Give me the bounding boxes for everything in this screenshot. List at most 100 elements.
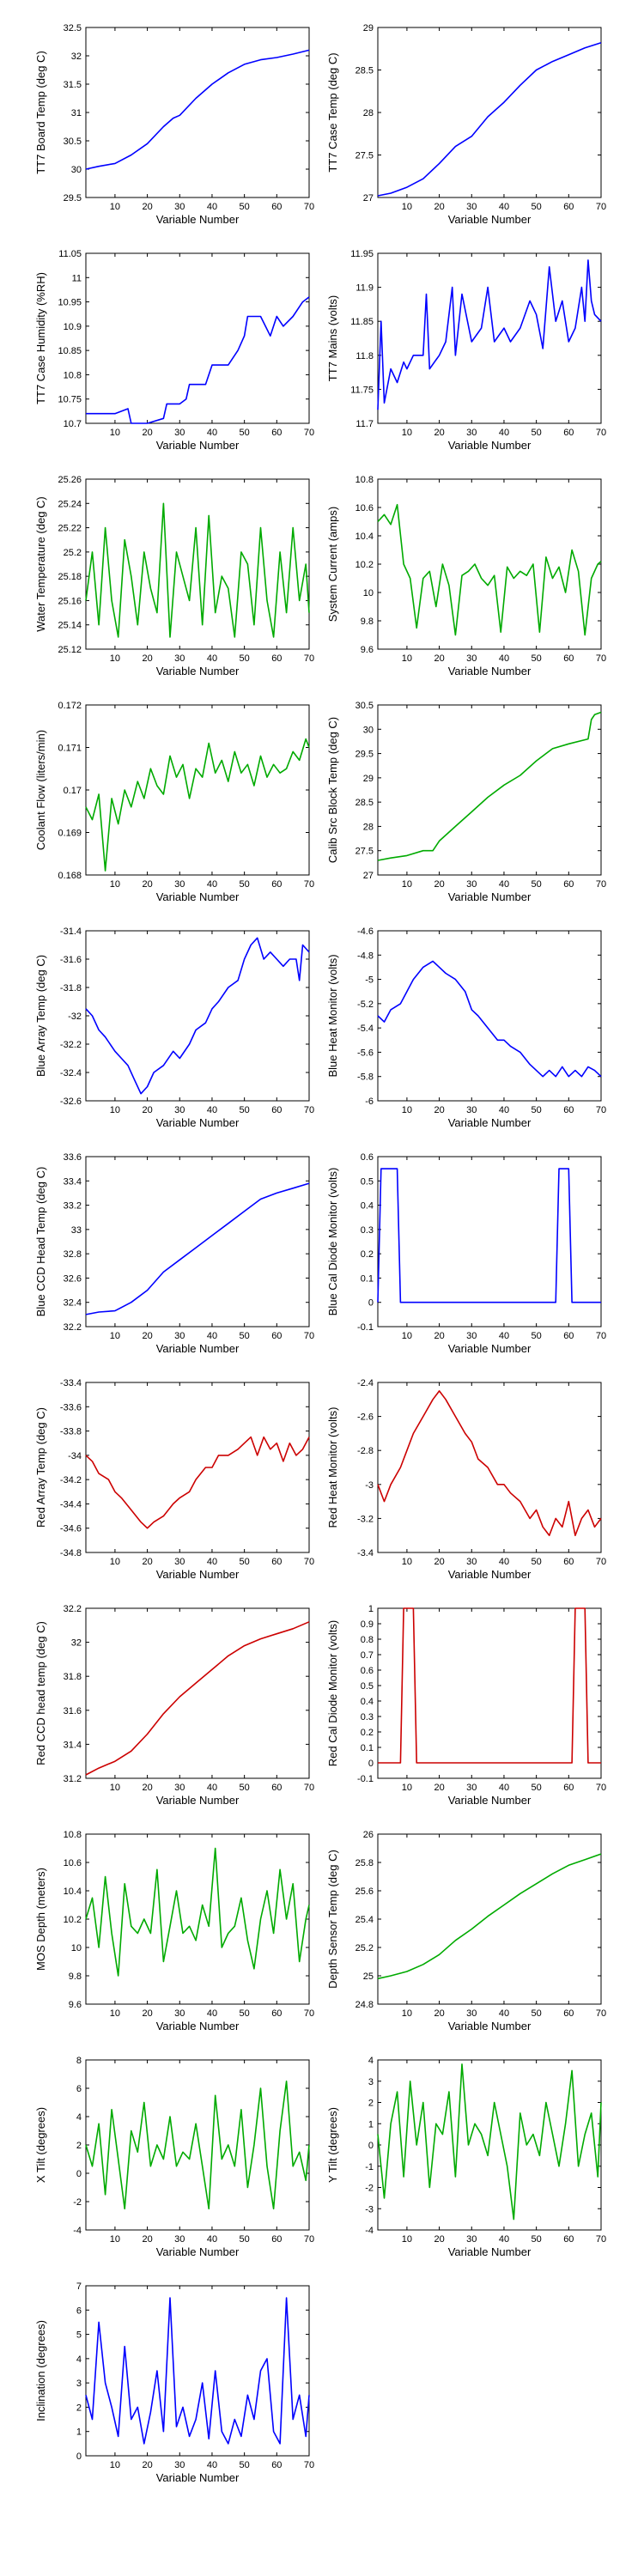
plot-frame	[377, 704, 602, 876]
x-axis-label: Variable Number	[156, 2020, 240, 2032]
y-tick-label: 29.5	[64, 193, 82, 204]
y-tick-label: -34.4	[60, 1499, 82, 1510]
y-tick-label: 32.4	[64, 1298, 82, 1309]
x-tick-label: 40	[207, 1105, 217, 1115]
x-tick-label: 20	[142, 1331, 152, 1341]
y-tick-label: 0	[76, 2451, 82, 2462]
y-tick-label: 0.8	[361, 1635, 374, 1645]
plot-frame	[377, 1607, 602, 1779]
x-tick-label: 20	[142, 2234, 152, 2245]
x-tick-label: 30	[174, 2460, 185, 2470]
x-axis-label: Variable Number	[156, 665, 240, 677]
x-tick-label: 70	[304, 202, 314, 212]
x-tick-label: 10	[402, 428, 412, 438]
x-tick-label: 70	[596, 2008, 606, 2019]
y-tick-label: 3	[368, 2077, 374, 2087]
y-tick-label: 33	[71, 1225, 82, 1236]
y-tick-label: 31.2	[64, 1774, 82, 1784]
x-tick-label: 10	[402, 1105, 412, 1115]
x-tick-label: 60	[271, 2234, 282, 2245]
y-tick-label: 9.8	[361, 617, 374, 627]
x-tick-label: 40	[499, 2008, 509, 2019]
y-tick-label: -4.6	[357, 927, 374, 937]
y-tick-label: -32.6	[60, 1097, 82, 1107]
plot-frame	[85, 27, 310, 198]
x-tick-label: 10	[110, 1105, 120, 1115]
y-tick-label: -3.4	[357, 1548, 374, 1558]
x-tick-label: 10	[402, 1557, 412, 1567]
y-tick-label: 32.6	[64, 1273, 82, 1284]
x-tick-label: 70	[596, 428, 606, 438]
x-tick-label: 60	[563, 1331, 574, 1341]
x-tick-label: 30	[174, 202, 185, 212]
y-tick-label: 27	[363, 193, 374, 204]
x-tick-label: 60	[271, 879, 282, 890]
plot-frame	[85, 704, 310, 876]
y-tick-label: 10.4	[355, 532, 374, 542]
chart-panel-7: 10 20 30 40 50 60 70 0.168 0.169 0.17 0.171 0.172 Va…	[34, 701, 314, 903]
y-tick-label: -34.2	[60, 1475, 82, 1485]
x-tick-label: 60	[563, 202, 574, 212]
y-tick-label: 0.3	[361, 1712, 374, 1722]
chart-panel-14: 10 20 30 40 50 60 70 -3.4 -3.2 -3 -2.8 -2.6 -2.4 Vari…	[326, 1378, 606, 1581]
y-tick-label: 4	[76, 2112, 82, 2123]
x-tick-label: 40	[207, 2234, 217, 2245]
y-tick-label: 0	[368, 2141, 374, 2151]
y-tick-label: 30.5	[64, 137, 82, 147]
y-axis-label: Depth Sensor Temp (deg C)	[326, 1850, 339, 1989]
y-tick-label: 25.26	[58, 475, 82, 485]
chart-panel-1: 10 20 30 40 50 60 70 29.5 30 30.5 31 31.5 32 32.5 Vari…	[34, 23, 314, 226]
y-tick-label: 32	[71, 52, 82, 62]
y-tick-label: 30	[71, 165, 82, 175]
y-tick-label: 10	[363, 588, 374, 598]
y-tick-label: 10.6	[64, 1858, 82, 1868]
x-tick-label: 60	[563, 1783, 574, 1793]
y-tick-label: -32.4	[60, 1068, 82, 1078]
y-tick-label: -3	[365, 2204, 374, 2215]
x-axis-label: Variable Number	[448, 1116, 532, 1129]
y-axis-label: TT7 Board Temp (deg C)	[34, 51, 47, 174]
x-tick-label: 20	[142, 2460, 152, 2470]
y-tick-label: 11.85	[350, 317, 374, 327]
x-tick-label: 70	[596, 653, 606, 664]
y-tick-label: 25.16	[58, 596, 82, 606]
y-tick-label: -33.6	[60, 1402, 82, 1413]
y-tick-label: 10.95	[58, 298, 82, 308]
y-tick-label: 10.9	[64, 322, 82, 332]
series-line-1	[377, 1390, 602, 1536]
x-tick-label: 30	[466, 653, 477, 664]
x-tick-label: 40	[499, 879, 509, 890]
x-tick-label: 10	[110, 1783, 120, 1793]
x-tick-label: 70	[304, 1783, 314, 1793]
y-tick-label: -2.6	[357, 1413, 374, 1423]
x-axis-label: Variable Number	[156, 2471, 240, 2484]
chart-panel-13: 10 20 30 40 50 60 70 -34.8 -34.6 -34.4 -34.2 -34 -33…	[34, 1378, 314, 1581]
y-tick-label: -2	[365, 2184, 374, 2194]
x-tick-label: 10	[110, 879, 120, 890]
series-line-1	[377, 1168, 601, 1303]
plot-frame	[85, 2059, 310, 2231]
x-tick-label: 20	[434, 202, 444, 212]
chart-panel-5: 10 20 30 40 50 60 70 25.12 25.14 25.16 25.18 25.2 25…	[34, 475, 314, 677]
x-tick-label: 70	[596, 1331, 606, 1341]
y-axis-label: TT7 Case Humidity (%RH)	[34, 272, 47, 404]
x-axis-label: Variable Number	[448, 213, 532, 226]
x-tick-label: 60	[563, 2008, 574, 2019]
y-tick-label: 1	[76, 2427, 82, 2438]
chart-panel-6: 10 20 30 40 50 60 70 9.6 9.8 10 10.2 10.4 10.6 10.8 Va…	[326, 475, 606, 677]
chart-panel-16: 10 20 30 40 50 60 70 -0.1 0 0.1 0.2 0.3 0.4 0.5 0.6 0.7…	[326, 1604, 606, 1807]
y-tick-label: 27.5	[355, 151, 374, 161]
x-tick-label: 20	[142, 2008, 152, 2019]
y-tick-label: 0	[368, 1298, 374, 1309]
y-tick-label: 11.8	[355, 351, 374, 361]
x-tick-label: 10	[110, 1557, 120, 1567]
y-tick-label: 11.05	[58, 249, 82, 259]
y-tick-label: 32.2	[64, 1322, 82, 1333]
x-tick-label: 30	[466, 2234, 477, 2245]
y-tick-label: 30	[363, 725, 374, 735]
x-tick-label: 10	[110, 653, 120, 664]
chart-panel-3: 10 20 30 40 50 60 70 10.7 10.75 10.8 10.85 10.9 10.9…	[34, 249, 314, 452]
y-tick-label: -4	[365, 2226, 374, 2236]
y-tick-label: 1	[368, 1604, 374, 1614]
x-tick-label: 10	[402, 1783, 412, 1793]
